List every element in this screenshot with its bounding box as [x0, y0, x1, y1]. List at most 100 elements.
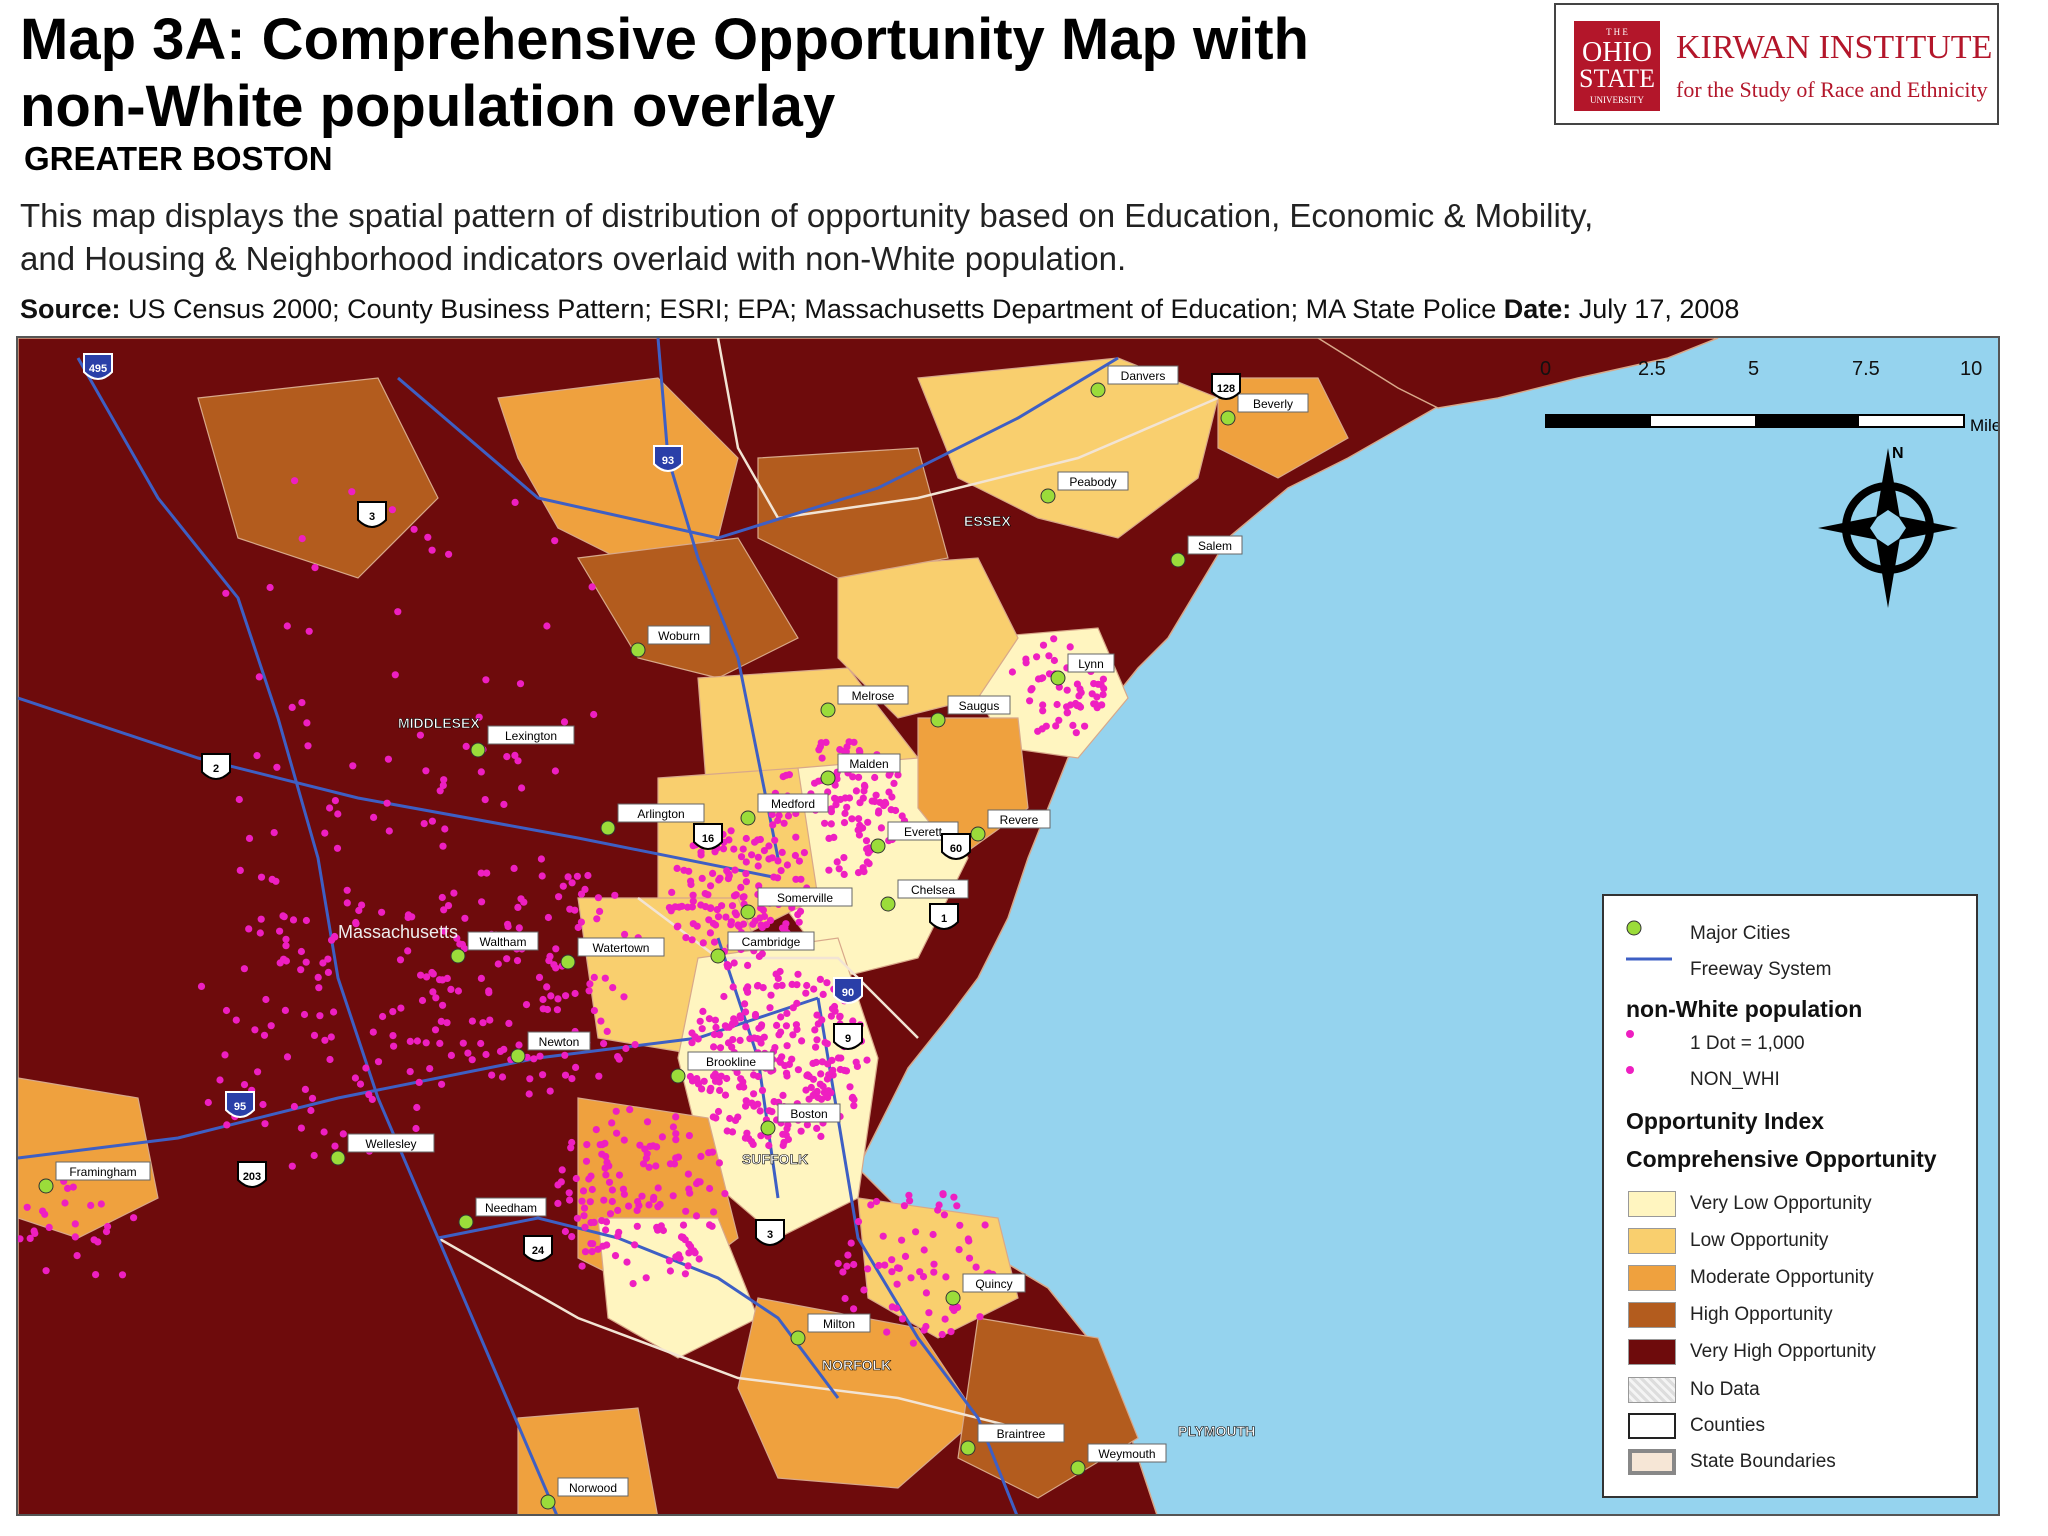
nonwhite-dot	[588, 1248, 596, 1256]
nonwhite-dot	[874, 809, 883, 817]
svg-text:Somerville: Somerville	[777, 891, 833, 905]
nonwhite-dot	[280, 913, 288, 921]
nonwhite-dot	[771, 836, 779, 844]
nonwhite-dot	[546, 1087, 554, 1095]
nonwhite-dot	[596, 907, 604, 916]
nonwhite-dot	[730, 845, 738, 853]
nonwhite-dot	[574, 923, 582, 932]
nonwhite-dot	[290, 1102, 298, 1111]
nonwhite-dot	[626, 1106, 634, 1114]
nonwhite-dot	[221, 1051, 229, 1059]
nonwhite-dot	[536, 1052, 544, 1060]
nonwhite-dot	[535, 973, 544, 982]
nonwhite-dot	[468, 1017, 476, 1025]
nonwhite-dot	[782, 771, 790, 779]
nonwhite-dot	[940, 1211, 949, 1219]
nonwhite-dot	[384, 755, 392, 763]
legend-freeway: Freeway System	[1624, 954, 1831, 986]
nonwhite-dot	[757, 921, 765, 929]
nonwhite-dot	[777, 1028, 785, 1036]
nonwhite-dot	[759, 984, 767, 992]
nonwhite-dot	[343, 899, 351, 907]
nonwhite-dot	[571, 989, 579, 998]
nonwhite-dot	[666, 1267, 675, 1275]
nonwhite-dot-icon	[1624, 1065, 1680, 1095]
nonwhite-dot	[795, 857, 804, 865]
nonwhite-dot	[397, 1004, 405, 1012]
nonwhite-dot	[751, 1010, 760, 1019]
nonwhite-dot	[831, 781, 839, 789]
nonwhite-dot	[731, 866, 739, 874]
nonwhite-dot	[654, 1184, 662, 1192]
nonwhite-dot	[758, 1021, 766, 1029]
nonwhite-dot	[710, 1043, 718, 1051]
nonwhite-dot	[825, 866, 833, 874]
nonwhite-dot	[689, 897, 697, 905]
legend-dot-value-label: 1 Dot = 1,000	[1690, 1033, 1805, 1054]
nonwhite-dot	[777, 1013, 785, 1021]
nonwhite-dot	[87, 1201, 95, 1209]
nonwhite-dot	[391, 671, 399, 679]
nonwhite-dot	[742, 1097, 750, 1105]
nonwhite-dot	[847, 1239, 855, 1247]
nonwhite-dot	[546, 952, 554, 961]
nonwhite-dot	[895, 1264, 904, 1272]
legend-class-label: Moderate Opportunity	[1690, 1267, 1874, 1288]
nonwhite-dot	[301, 1085, 309, 1093]
nonwhite-dot	[879, 1232, 887, 1240]
north-arrow-icon: N	[1818, 438, 1958, 608]
nonwhite-dot	[885, 771, 893, 779]
nonwhite-dot	[797, 1127, 805, 1135]
nonwhite-dot	[413, 1103, 421, 1112]
nonwhite-dot	[303, 719, 311, 727]
nonwhite-dot	[590, 710, 598, 719]
nonwhite-dot	[557, 1178, 565, 1186]
nonwhite-dot	[602, 1218, 611, 1226]
nonwhite-dot	[727, 921, 735, 929]
county-label-norfolk: NORFOLK	[822, 1357, 891, 1373]
nonwhite-dot	[723, 1074, 731, 1083]
nonwhite-dot	[742, 834, 750, 843]
nonwhite-dot	[262, 995, 270, 1004]
svg-text:3: 3	[369, 511, 375, 523]
nonwhite-dot	[696, 1178, 704, 1186]
highway-shield-3: 3	[357, 501, 387, 528]
nonwhite-dot	[792, 875, 800, 883]
nonwhite-dot	[240, 1081, 249, 1089]
nonwhite-dot	[666, 1160, 675, 1168]
legend-class-swatch	[1628, 1302, 1676, 1328]
nonwhite-dot	[819, 1082, 827, 1091]
nonwhite-dot	[710, 1208, 718, 1216]
nonwhite-dot	[566, 905, 574, 913]
nonwhite-dot	[1066, 643, 1074, 651]
svg-text:Saugus: Saugus	[959, 699, 1000, 713]
nonwhite-dot	[300, 1010, 309, 1019]
nonwhite-dot	[741, 1000, 749, 1008]
nonwhite-dot	[765, 855, 773, 863]
nonwhite-dot	[605, 1162, 613, 1170]
nonwhite-dot	[941, 1315, 949, 1323]
highway-shield-93: 93	[653, 445, 683, 472]
nonwhite-dot	[685, 867, 693, 875]
nonwhite-dot	[404, 947, 412, 955]
nonwhite-dot	[849, 1017, 857, 1025]
nonwhite-dot	[281, 1006, 289, 1015]
nonwhite-dot	[572, 1063, 580, 1071]
nonwhite-dot	[741, 1134, 750, 1142]
nonwhite-dot	[871, 773, 879, 782]
nonwhite-dot	[611, 891, 619, 899]
nonwhite-dot	[581, 1223, 589, 1231]
nonwhite-dot	[773, 982, 781, 990]
nonwhite-dot	[754, 1100, 762, 1108]
svg-text:Wellesley: Wellesley	[365, 1137, 416, 1151]
nonwhite-dot	[578, 1197, 586, 1205]
nonwhite-dot	[73, 1252, 81, 1260]
svg-text:Woburn: Woburn	[658, 629, 700, 643]
nonwhite-dot	[251, 1026, 259, 1034]
svg-text:Milton: Milton	[823, 1317, 855, 1331]
nonwhite-dot	[673, 864, 681, 873]
nonwhite-dot	[757, 1039, 765, 1047]
nonwhite-dot	[1053, 700, 1061, 709]
nonwhite-dot	[697, 848, 705, 856]
nonwhite-dot	[324, 968, 332, 977]
